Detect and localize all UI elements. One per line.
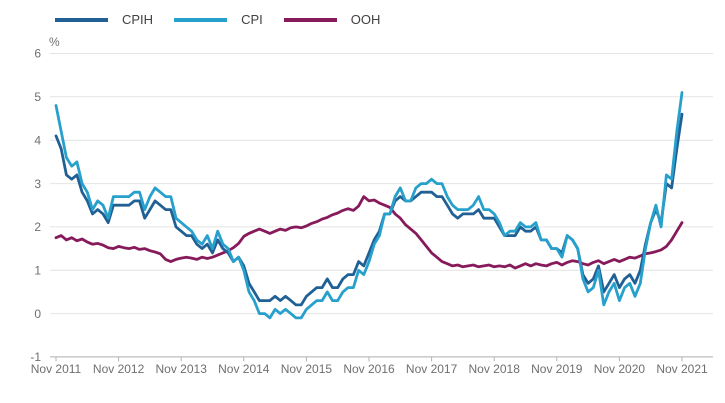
legend-label-cpi: CPI [241,12,263,27]
y-tick-label: 3 [34,177,41,191]
x-tick-label: Nov 2021 [656,362,708,376]
series-line-cpi [54,91,684,320]
y-tick-label: 6 [34,47,41,61]
x-tick-label: Nov 2012 [93,362,145,376]
legend-line-swatch-cpi [174,17,228,22]
legend-line-swatch-ooh [283,17,337,22]
legend-item-cpi: CPI [174,12,263,27]
x-tick-label: Nov 2016 [343,362,395,376]
y-tick-label: 4 [34,133,41,147]
x-tick-label: Nov 2013 [156,362,208,376]
x-tick-label: Nov 2015 [281,362,333,376]
legend-item-cpih: CPIH [55,12,153,27]
y-tick-label: 0 [34,307,41,321]
series-line-cpih [54,112,684,307]
x-tick-label: Nov 2020 [594,362,646,376]
y-tick-label: 1 [34,263,41,277]
x-tick-label: Nov 2018 [469,362,521,376]
legend-label-ooh: OOH [350,12,381,27]
x-tick-label: Nov 2014 [218,362,270,376]
legend-line-swatch-cpih [55,17,108,22]
y-tick-label: 5 [34,90,41,104]
legend: CPIH CPI OOH [55,12,380,27]
legend-item-ooh: OOH [283,12,381,27]
series-line-ooh [54,195,684,270]
y-tick-label: -1 [30,350,41,364]
y-tick-label: 2 [34,220,41,234]
x-tick-label: Nov 2019 [531,362,583,376]
legend-label-cpih: CPIH [122,12,154,27]
x-tick-label: Nov 2017 [406,362,458,376]
y-axis-unit-label: % [49,35,60,49]
x-tick-label: Nov 2011 [31,362,82,376]
